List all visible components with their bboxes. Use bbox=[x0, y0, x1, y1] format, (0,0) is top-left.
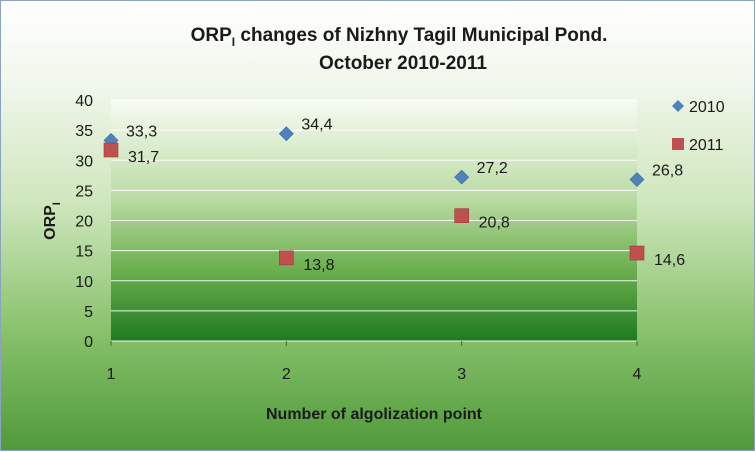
data-label-2010: 26,8 bbox=[652, 163, 683, 180]
legend-label: 2011 bbox=[689, 137, 724, 154]
y-tick-label: 30 bbox=[75, 153, 93, 170]
point-2010 bbox=[454, 169, 470, 185]
data-label-2010: 34,4 bbox=[301, 117, 332, 134]
legend: 2010 2011 bbox=[672, 99, 725, 154]
y-tick-label: 0 bbox=[84, 334, 93, 351]
chart-title-line2: October 2010-2011 bbox=[319, 53, 487, 74]
data-label-2011: 13,8 bbox=[303, 257, 334, 274]
point-2011 bbox=[629, 245, 645, 261]
y-tick-label: 40 bbox=[75, 93, 93, 110]
data-label-2011: 20,8 bbox=[479, 215, 510, 232]
y-tick-label: 20 bbox=[75, 214, 93, 231]
x-axis-ticks: 1 2 3 4 bbox=[107, 341, 642, 383]
x-tick-label: 1 bbox=[107, 366, 116, 383]
x-tick-label: 3 bbox=[457, 366, 466, 383]
point-2010 bbox=[278, 126, 294, 142]
point-2011 bbox=[279, 250, 294, 266]
point-2011 bbox=[103, 142, 119, 158]
x-tick-label: 4 bbox=[633, 366, 642, 383]
data-label-2011: 14,6 bbox=[654, 252, 685, 269]
data-label-2011: 31,7 bbox=[128, 149, 159, 166]
legend-label: 2010 bbox=[689, 99, 725, 116]
legend-marker bbox=[672, 138, 684, 150]
y-tick-label: 10 bbox=[75, 274, 93, 291]
data-series: 33,3 34,4 27,2 26,8 31,7 13,8 20,8 14,6 bbox=[103, 117, 685, 274]
y-tick-label: 25 bbox=[75, 183, 93, 200]
chart-title-line1: ORPI changes of Nizhny Tagil Municipal P… bbox=[191, 25, 608, 49]
y-tick-label: 35 bbox=[75, 123, 93, 140]
x-axis-title: Number of algolization point bbox=[266, 406, 483, 423]
gridlines bbox=[111, 99, 637, 342]
x-tick-label: 2 bbox=[282, 366, 291, 383]
data-label-2010: 33,3 bbox=[126, 123, 157, 140]
point-2010 bbox=[629, 172, 645, 187]
y-tick-label: 15 bbox=[75, 244, 93, 261]
y-axis-title: ORPI bbox=[42, 202, 63, 240]
legend-marker bbox=[672, 100, 684, 112]
point-2011 bbox=[454, 208, 469, 223]
y-axis-ticks: 0 5 10 15 20 25 30 35 40 bbox=[75, 93, 93, 351]
y-tick-label: 5 bbox=[84, 304, 93, 321]
data-label-2010: 27,2 bbox=[477, 160, 508, 177]
